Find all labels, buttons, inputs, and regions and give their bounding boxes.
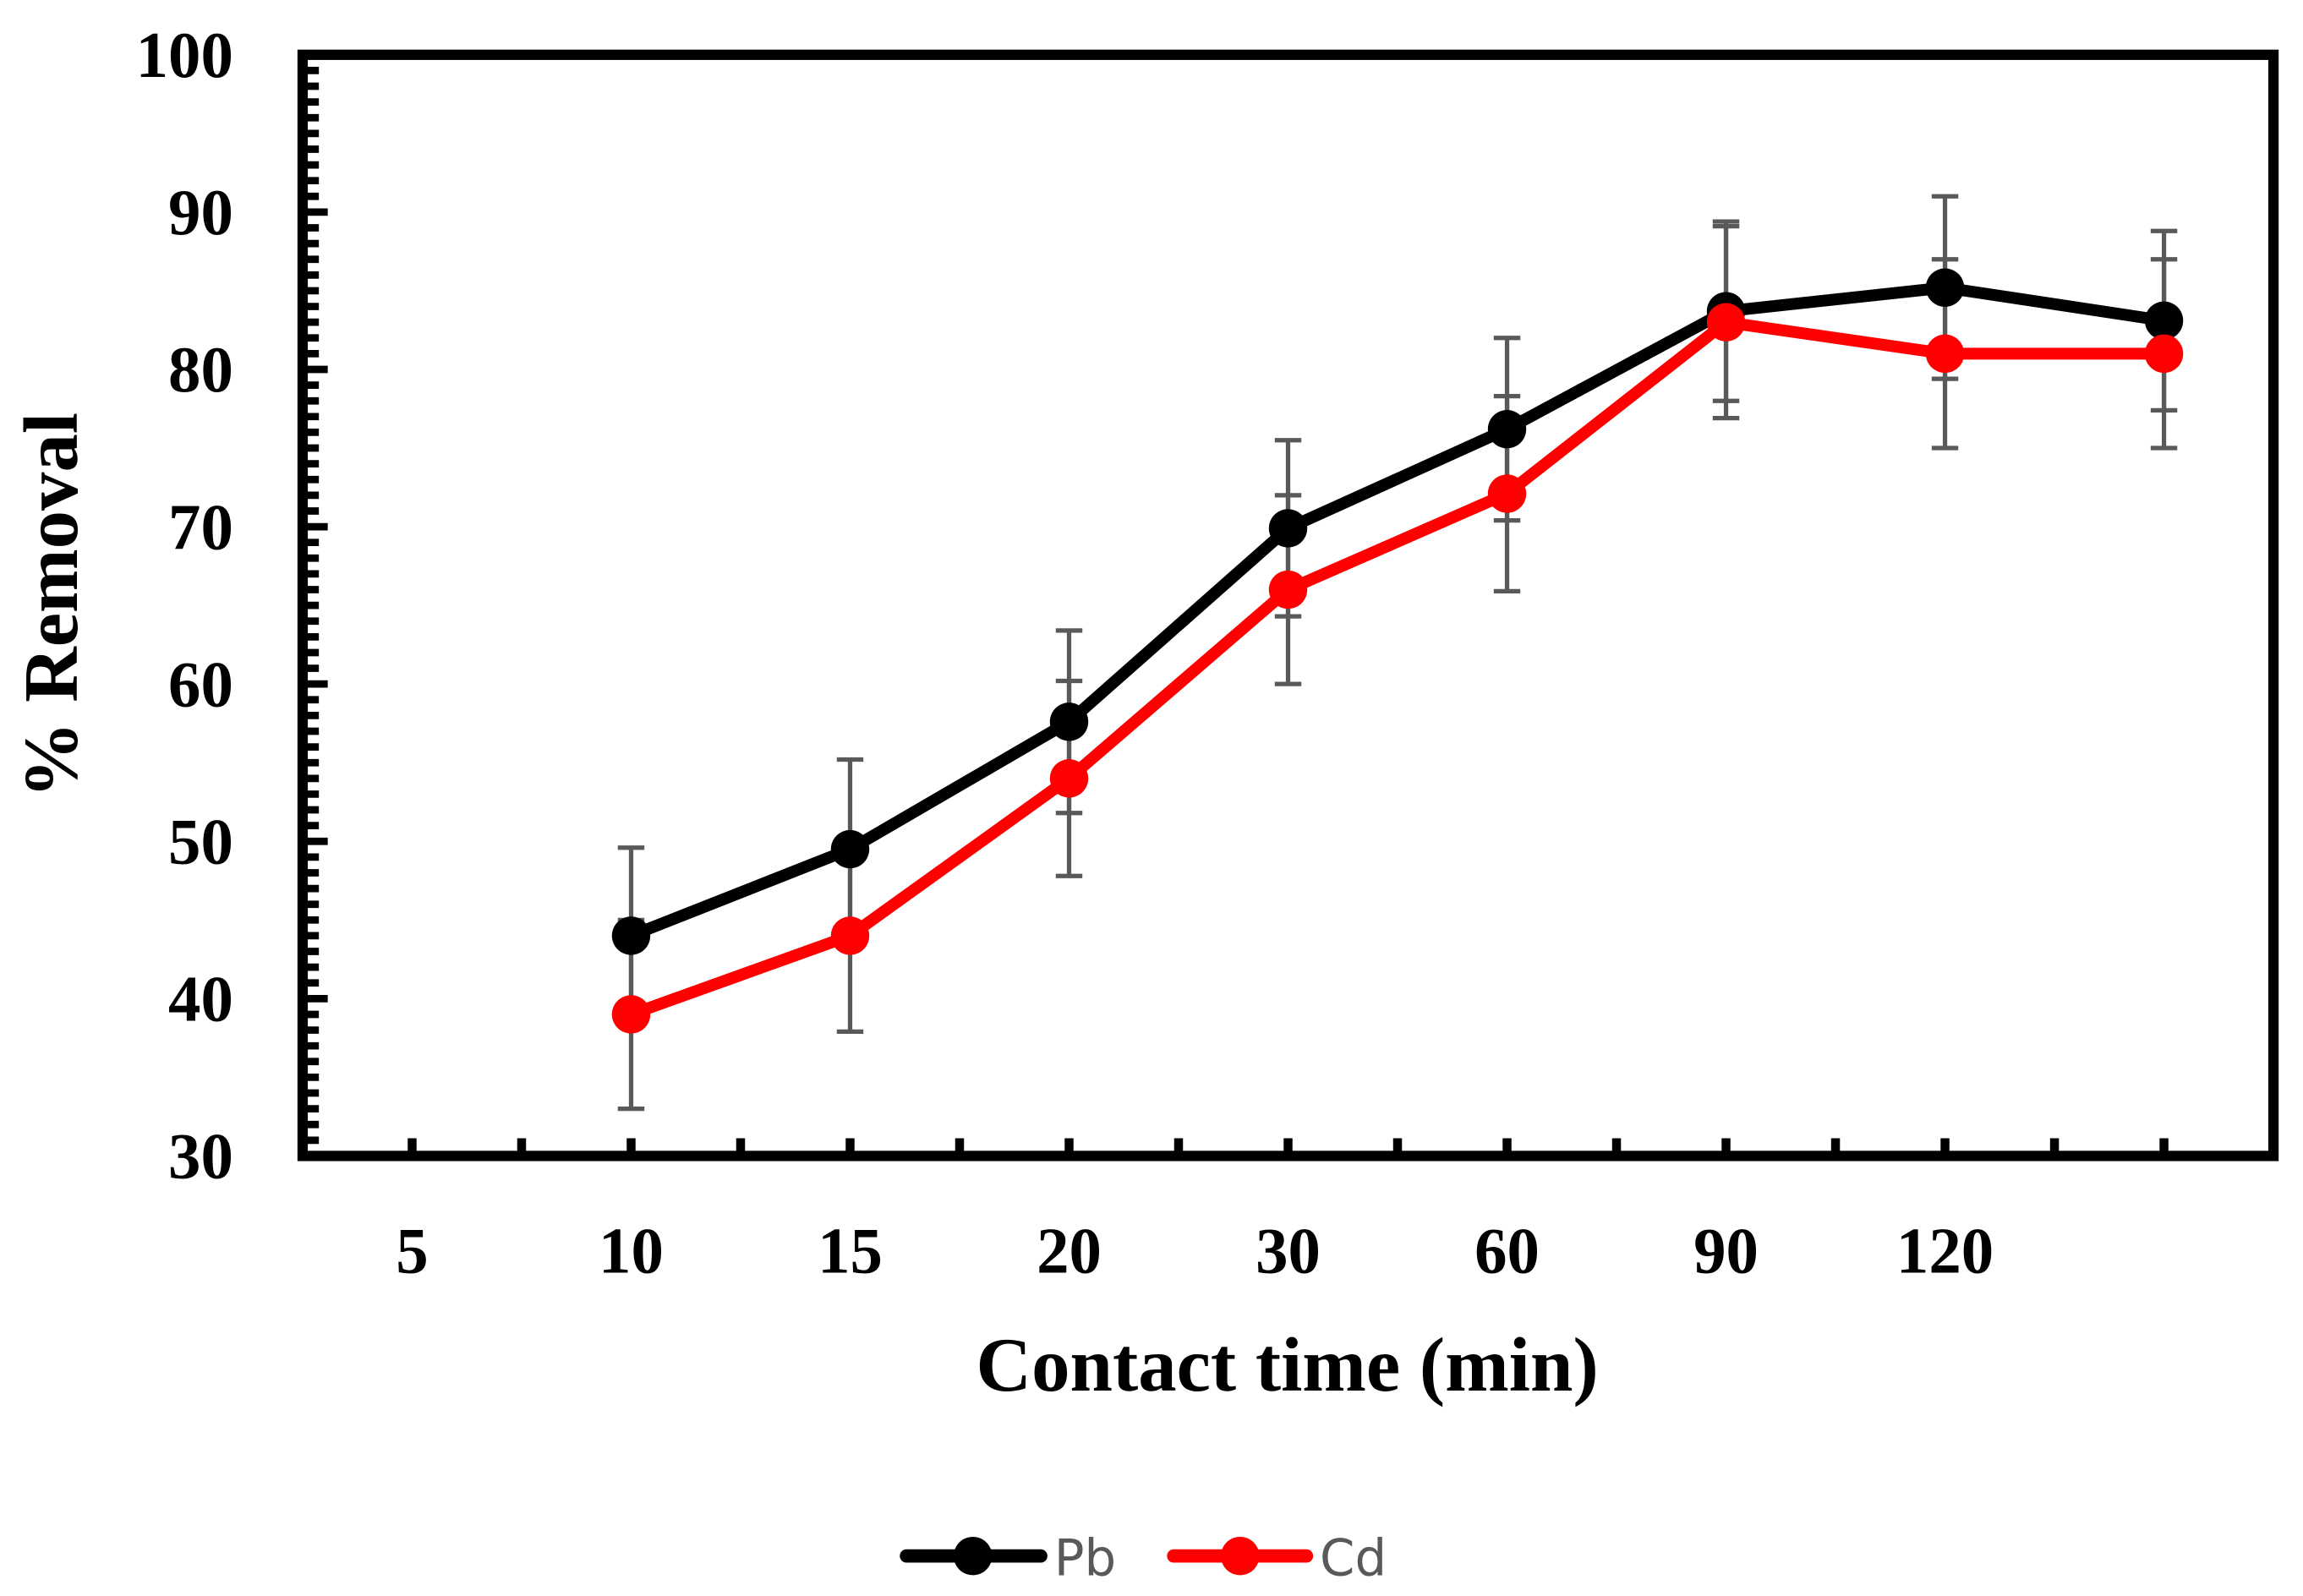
data-point-pb xyxy=(830,829,870,869)
legend: Pb Cd xyxy=(900,1528,1387,1587)
series-lines xyxy=(628,281,2165,1020)
x-tick-label: 120 xyxy=(1896,1215,1994,1287)
x-tick-label: 10 xyxy=(599,1215,664,1287)
data-point-cd xyxy=(1487,474,1527,513)
y-axis-title: % Removal xyxy=(8,413,94,798)
data-point-cd xyxy=(2144,334,2184,374)
x-tick-label: 60 xyxy=(1474,1215,1540,1287)
x-tick-label: 15 xyxy=(818,1215,883,1287)
x-tick-label: 20 xyxy=(1037,1215,1102,1287)
data-point-cd xyxy=(1268,570,1308,609)
legend-cd-marker xyxy=(1221,1536,1260,1576)
x-tick-labels: 5 10 15 20 30 60 90 120 xyxy=(396,1215,1994,1287)
y-tick-label: 70 xyxy=(168,491,233,563)
legend-pb-marker xyxy=(954,1536,993,1576)
y-tick-labels: 30 40 50 60 70 80 90 100 xyxy=(136,19,233,1193)
data-point-pb xyxy=(611,916,651,955)
data-point-cd xyxy=(1049,759,1089,798)
legend-pb-label: Pb xyxy=(1054,1528,1116,1587)
axis-ticks xyxy=(302,51,2169,1160)
y-tick-label: 30 xyxy=(168,1121,233,1193)
series-markers xyxy=(611,268,2184,1034)
y-tick-label: 100 xyxy=(136,19,233,91)
data-point-pb xyxy=(2144,301,2184,341)
y-tick-label: 60 xyxy=(168,648,233,720)
x-tick-label: 5 xyxy=(396,1215,428,1287)
data-point-pb xyxy=(1925,268,1965,307)
y-tick-label: 50 xyxy=(168,806,233,877)
series-line-pb xyxy=(628,281,2165,942)
x-axis-title: Contact time (min) xyxy=(976,1322,1599,1407)
error-bars xyxy=(617,194,2178,1112)
data-point-pb xyxy=(1487,410,1527,449)
x-tick-label: 30 xyxy=(1255,1215,1321,1287)
data-point-pb xyxy=(1049,702,1089,741)
y-tick-label: 80 xyxy=(168,334,233,406)
series-line-cd xyxy=(629,316,2164,1020)
x-tick-label: 90 xyxy=(1693,1215,1759,1287)
data-point-cd xyxy=(830,916,870,955)
legend-cd-label: Cd xyxy=(1320,1528,1387,1587)
y-tick-label: 90 xyxy=(168,177,233,249)
data-point-cd xyxy=(1706,303,1746,342)
data-point-pb xyxy=(1268,509,1308,548)
data-point-cd xyxy=(1925,334,1965,374)
data-point-cd xyxy=(611,995,651,1034)
y-tick-label: 40 xyxy=(168,964,233,1036)
